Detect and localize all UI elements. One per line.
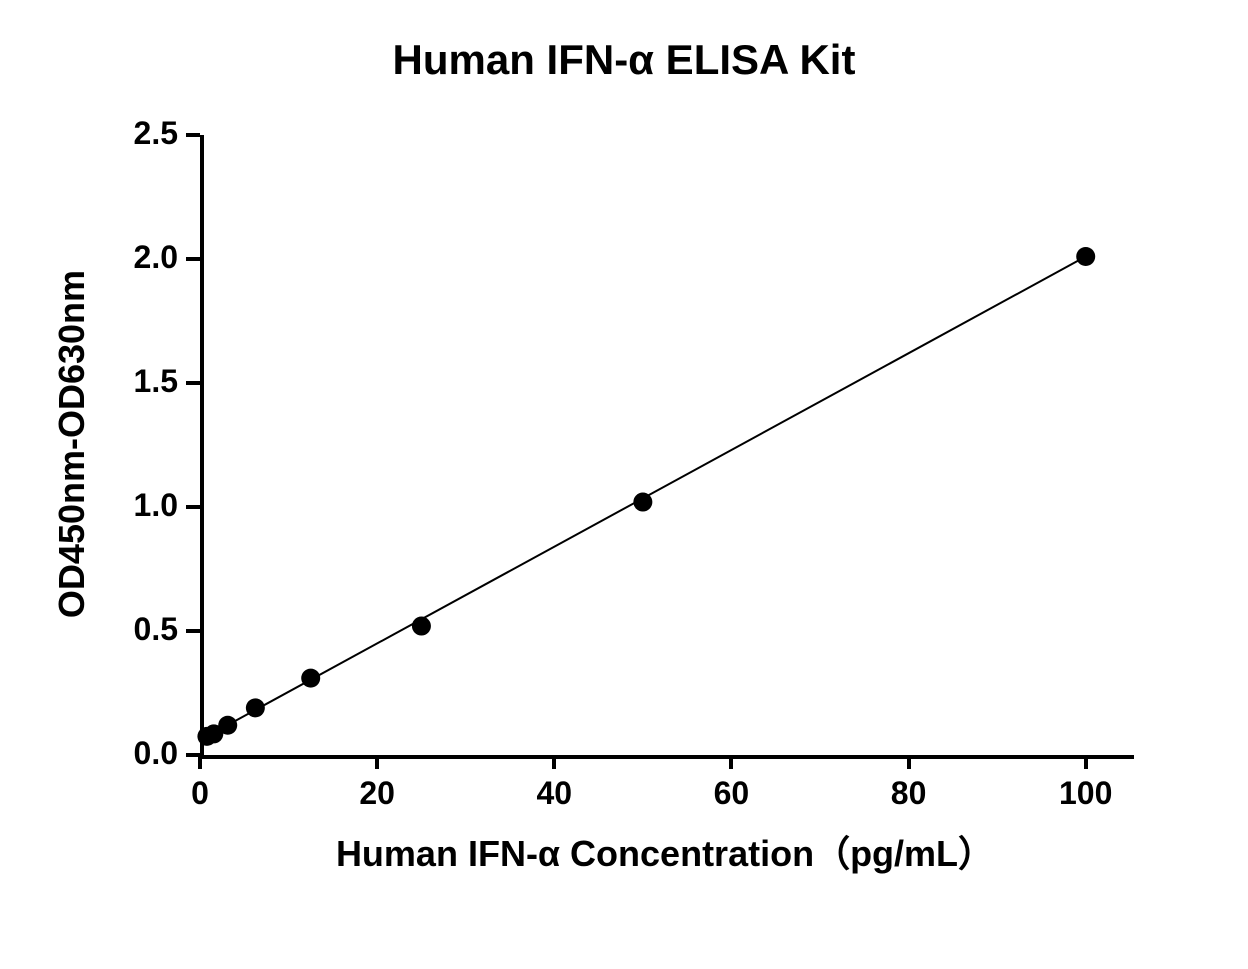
x-tick-mark	[729, 755, 733, 769]
plot-svg	[0, 0, 1248, 969]
x-tick-mark	[907, 755, 911, 769]
x-tick-mark	[375, 755, 379, 769]
y-tick-label: 2.5	[134, 115, 178, 152]
x-tick-label: 100	[1046, 775, 1126, 812]
y-tick-mark	[186, 133, 200, 137]
y-tick-mark	[186, 505, 200, 509]
y-tick-label: 0.0	[134, 735, 178, 772]
x-tick-mark	[552, 755, 556, 769]
x-tick-label: 40	[514, 775, 594, 812]
x-tick-mark	[198, 755, 202, 769]
data-point	[218, 716, 237, 735]
y-tick-label: 1.0	[134, 487, 178, 524]
data-point	[301, 669, 320, 688]
x-tick-label: 80	[869, 775, 949, 812]
x-axis-label: Human IFN-α Concentration（pg/mL）	[200, 825, 1130, 877]
y-tick-mark	[186, 629, 200, 633]
data-point	[412, 617, 431, 636]
y-tick-mark	[186, 257, 200, 261]
y-tick-label: 2.0	[134, 239, 178, 276]
x-tick-label: 20	[337, 775, 417, 812]
data-point	[246, 698, 265, 717]
x-tick-label: 60	[691, 775, 771, 812]
x-tick-label: 0	[160, 775, 240, 812]
data-point	[633, 493, 652, 512]
chart-container: Human IFN-α ELISA Kit OD450nm-OD630nm Hu…	[0, 0, 1248, 969]
data-point	[1076, 247, 1095, 266]
y-tick-mark	[186, 381, 200, 385]
y-tick-label: 1.5	[134, 363, 178, 400]
y-axis-label: OD450nm-OD630nm	[51, 194, 93, 694]
y-tick-label: 0.5	[134, 611, 178, 648]
x-tick-mark	[1084, 755, 1088, 769]
